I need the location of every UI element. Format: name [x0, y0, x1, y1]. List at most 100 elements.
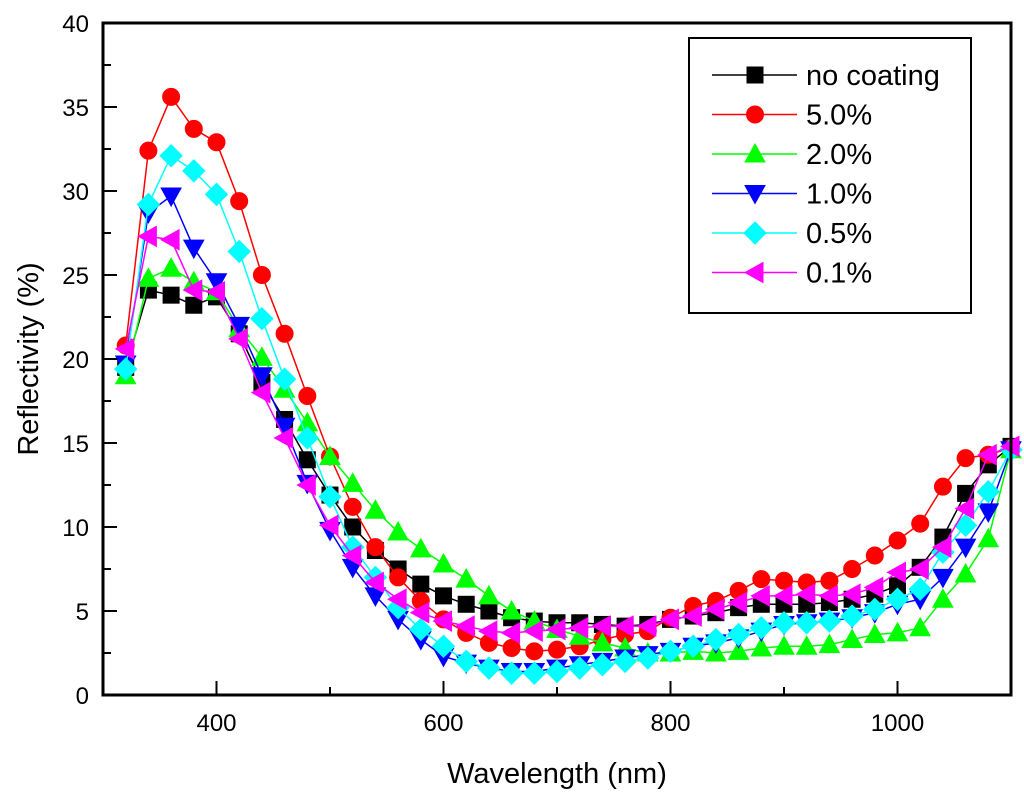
series-line — [124, 267, 1012, 654]
y-axis-title: Reflectivity (%) — [13, 262, 45, 455]
data-point — [704, 598, 725, 621]
data-point — [455, 615, 475, 637]
data-point — [207, 133, 226, 152]
data-point — [454, 649, 478, 674]
data-point — [205, 280, 225, 303]
data-point — [773, 635, 795, 655]
data-point — [366, 538, 385, 557]
data-point — [886, 621, 909, 642]
data-point — [795, 635, 818, 655]
data-point — [387, 521, 409, 541]
data-point — [545, 618, 566, 641]
legend-item: 5.0% — [712, 100, 872, 132]
data-point — [387, 588, 407, 611]
data-point — [659, 608, 679, 631]
data-point — [865, 546, 884, 565]
data-point — [344, 518, 362, 536]
data-point — [704, 627, 728, 652]
data-point — [818, 633, 841, 654]
data-point — [273, 427, 294, 449]
data-point — [636, 646, 660, 670]
data-point — [182, 159, 206, 183]
y-tick-label: 25 — [62, 263, 89, 290]
data-point — [435, 587, 452, 605]
series-0-1- — [114, 225, 1020, 644]
ticks-layer: 400 600 800 1000 0 5 10 15 20 25 30 35 40 — [62, 11, 1012, 737]
data-point — [525, 642, 544, 661]
x-tick-label: 1000 — [871, 710, 924, 737]
data-point — [457, 595, 475, 613]
data-point — [523, 620, 543, 643]
data-point — [775, 571, 793, 590]
data-point — [772, 585, 793, 607]
legend-box — [688, 37, 972, 314]
data-point — [863, 597, 887, 622]
data-point — [136, 192, 161, 217]
legend-marker — [744, 142, 766, 163]
data-point — [364, 571, 384, 594]
data-point — [932, 588, 954, 608]
legend-marker — [746, 105, 764, 124]
data-point — [818, 585, 838, 607]
y-tick-label: 10 — [62, 515, 89, 542]
data-point — [272, 367, 297, 391]
data-point — [933, 477, 952, 496]
data-point — [185, 296, 203, 314]
data-point — [160, 257, 182, 277]
data-point — [499, 661, 524, 685]
data-point — [840, 604, 864, 628]
data-point — [636, 615, 657, 637]
data-point — [614, 615, 634, 637]
data-point — [681, 634, 705, 658]
legend-marker — [746, 66, 764, 84]
legend-label: 1.0% — [806, 179, 872, 211]
data-point — [750, 636, 773, 657]
data-point — [477, 620, 498, 643]
legend-label: 5.0% — [806, 100, 872, 132]
data-point — [160, 187, 182, 208]
data-point — [318, 485, 342, 509]
data-point — [205, 273, 228, 293]
data-point — [204, 182, 229, 207]
legend-item: 1.0% — [712, 179, 872, 211]
data-point — [932, 568, 954, 589]
data-point — [841, 628, 863, 649]
y-tick-label: 5 — [76, 599, 89, 626]
data-point — [522, 661, 547, 685]
data-point — [389, 568, 408, 587]
data-point — [184, 119, 203, 138]
data-point — [182, 279, 203, 301]
data-point — [228, 327, 248, 350]
legend-marker — [743, 221, 767, 245]
data-point — [863, 576, 884, 599]
legend-label: no coating — [806, 60, 940, 92]
data-point — [841, 583, 861, 606]
data-point — [431, 634, 456, 658]
x-tick-label: 600 — [423, 710, 463, 737]
data-point — [343, 497, 362, 516]
data-point — [843, 560, 862, 578]
legend: no coating 5.0% 2.0% 1.0% 0.5% 0.1% — [688, 37, 972, 314]
data-point — [909, 616, 932, 637]
data-point — [364, 499, 387, 519]
data-point — [162, 87, 181, 106]
data-point — [752, 570, 771, 589]
data-point — [502, 638, 521, 657]
x-tick-label: 400 — [196, 710, 236, 737]
data-point — [911, 514, 930, 533]
data-point — [888, 531, 907, 550]
data-point — [956, 449, 975, 468]
series-layer — [113, 87, 1023, 685]
legend-item: 0.5% — [712, 218, 872, 250]
data-point — [567, 656, 592, 680]
data-point — [682, 605, 702, 627]
legend-item: 0.1% — [712, 258, 872, 290]
data-point — [341, 472, 364, 492]
data-point — [908, 577, 932, 601]
data-point — [137, 225, 157, 248]
data-point — [591, 615, 611, 637]
legend-marker — [744, 185, 766, 205]
legend-item: 2.0% — [712, 139, 872, 171]
data-point — [455, 568, 478, 588]
